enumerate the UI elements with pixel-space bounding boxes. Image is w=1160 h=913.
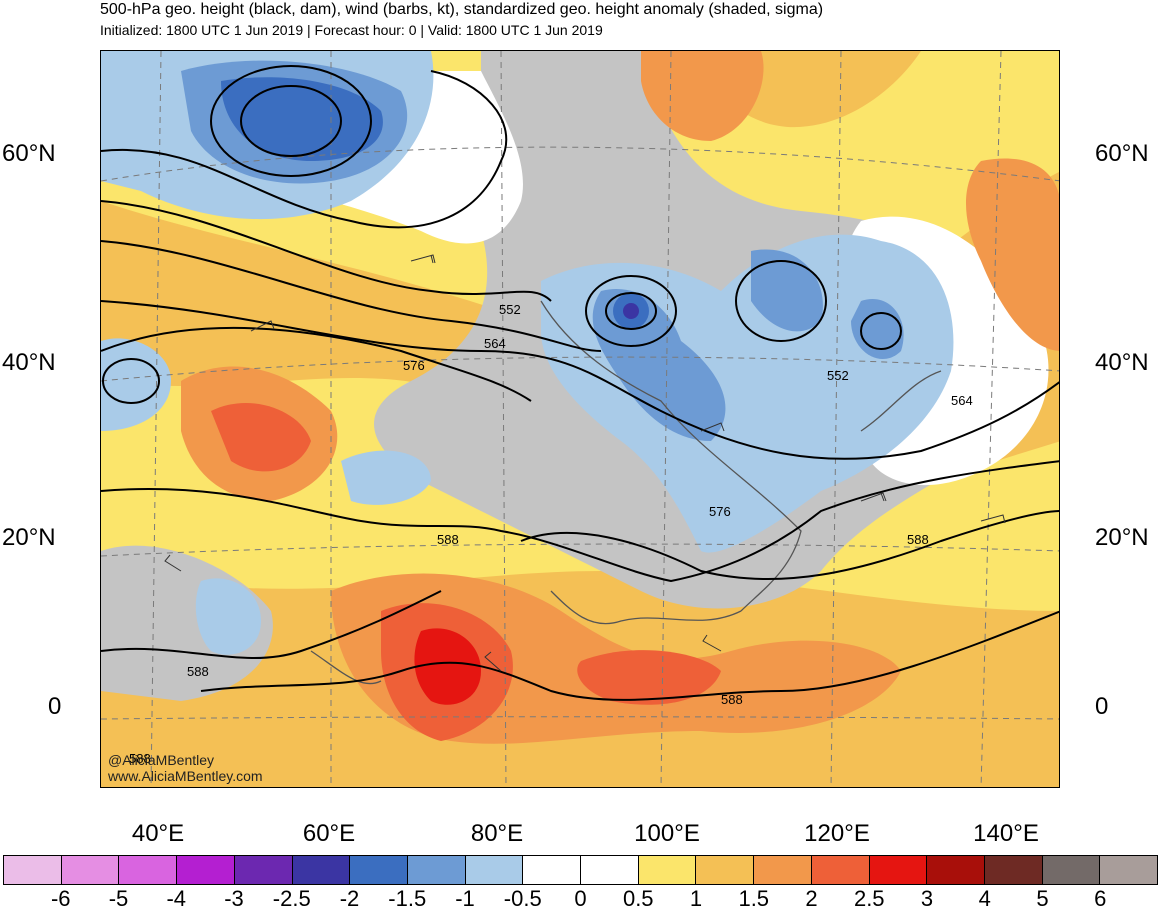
colorbar-label: -2.5 (272, 886, 311, 911)
colorbar-label: 2.5 (853, 886, 885, 911)
lon-label: 60°E (302, 820, 356, 847)
colorbar-cell (696, 856, 755, 884)
contour-label: 576 (403, 358, 425, 373)
contour-label: 588 (721, 692, 743, 707)
colorbar-cell (1100, 856, 1158, 884)
anomaly-darkblue-nw (221, 77, 383, 161)
colorbar-cell (1042, 856, 1101, 884)
colorbar-cell (4, 856, 62, 884)
colorbar-label: -3 (224, 886, 244, 911)
lat-label-right: 60°N (1095, 140, 1149, 167)
map-graphic (101, 51, 1059, 787)
credit-handle: @AliciaMBentley (108, 752, 215, 768)
colorbar-label: -2 (339, 886, 360, 911)
lon-label: 80°E (470, 820, 524, 847)
colorbar-label: -4 (166, 886, 187, 911)
colorbar-cell (984, 856, 1043, 884)
colorbar-cell (119, 856, 178, 884)
lon-label: 100°E (634, 820, 700, 847)
contour-label: 588 (129, 751, 151, 766)
lon-label: 120°E (804, 820, 870, 847)
anomaly-lightblue-sw (195, 578, 261, 655)
anomaly-low-center (623, 303, 639, 319)
colorbar (3, 855, 1158, 885)
anomaly-red-core (414, 628, 481, 705)
coastlines (310, 300, 942, 685)
colorbar-cell (350, 856, 408, 884)
colorbar-label: 6 (1094, 886, 1107, 911)
contour-label: 588 (907, 532, 929, 547)
colorbar-label: 0 (574, 886, 587, 911)
contour-label: 564 (484, 336, 506, 351)
anomaly-red-west (211, 402, 311, 472)
anomaly-orange-ne (966, 158, 1059, 351)
lat-label-left: 20°N (2, 524, 56, 551)
colorbar-cell (638, 856, 697, 884)
colorbar-cell (811, 856, 870, 884)
colorbar-label: 2 (805, 886, 818, 911)
graticule (101, 51, 1059, 787)
anomaly-lightblue-s (341, 450, 431, 505)
colorbar-label: -1.5 (388, 886, 427, 911)
colorbar-label: -6 (50, 886, 71, 911)
lat-label-right: 40°N (1095, 349, 1149, 376)
contour-label: 588 (437, 532, 459, 547)
colorbar-label: -0.5 (503, 886, 542, 911)
colorbar-cell (869, 856, 928, 884)
contour-label: 588 (187, 664, 209, 679)
contour-label: 552 (827, 368, 849, 383)
wind-barbs (164, 254, 1006, 672)
map-title: 500-hPa geo. height (black, dam), wind (… (100, 1, 824, 18)
colorbar-label: 5 (1036, 886, 1049, 911)
lat-label-left: 0 (48, 693, 62, 720)
lat-label-right: 20°N (1095, 524, 1149, 551)
colorbar-cell (523, 856, 582, 884)
colorbar-cell (177, 856, 235, 884)
colorbar-cell (927, 856, 985, 884)
colorbar-cell (292, 856, 351, 884)
lon-label: 140°E (973, 820, 1039, 847)
credit-website: www.AliciaMBentley.com (108, 768, 263, 784)
anomaly-blue-east (751, 249, 823, 332)
map-subtitle: Initialized: 1800 UTC 1 Jun 2019 | Forec… (100, 22, 603, 38)
anomaly-orange-n (641, 51, 764, 141)
colorbar-cell (465, 856, 524, 884)
colorbar-label: -5 (108, 886, 129, 911)
lat-label-left: 60°N (2, 140, 56, 167)
colorbar-cell (581, 856, 639, 884)
colorbar-label: 0.5 (622, 886, 654, 911)
contour-label: 564 (951, 393, 973, 408)
colorbar-cell (234, 856, 293, 884)
lat-label-right: 0 (1095, 693, 1109, 720)
lon-label: 40°E (131, 820, 185, 847)
colorbar-label: 3 (920, 886, 934, 911)
height-contours (101, 65, 1059, 701)
map-panel: 552 564 576 552 564 576 588 588 588 588 … (100, 50, 1060, 788)
colorbar-label: 1 (689, 886, 703, 911)
contour-label: 552 (499, 302, 521, 317)
contour-label: 576 (709, 504, 731, 519)
colorbar-label: 1.5 (738, 886, 770, 911)
colorbar-cell (754, 856, 812, 884)
colorbar-label: -1 (455, 886, 475, 911)
colorbar-cell (407, 856, 466, 884)
lat-label-left: 40°N (2, 349, 56, 376)
colorbar-label: 4 (978, 886, 991, 911)
colorbar-cell (61, 856, 120, 884)
anomaly-redorange-se (577, 650, 721, 705)
